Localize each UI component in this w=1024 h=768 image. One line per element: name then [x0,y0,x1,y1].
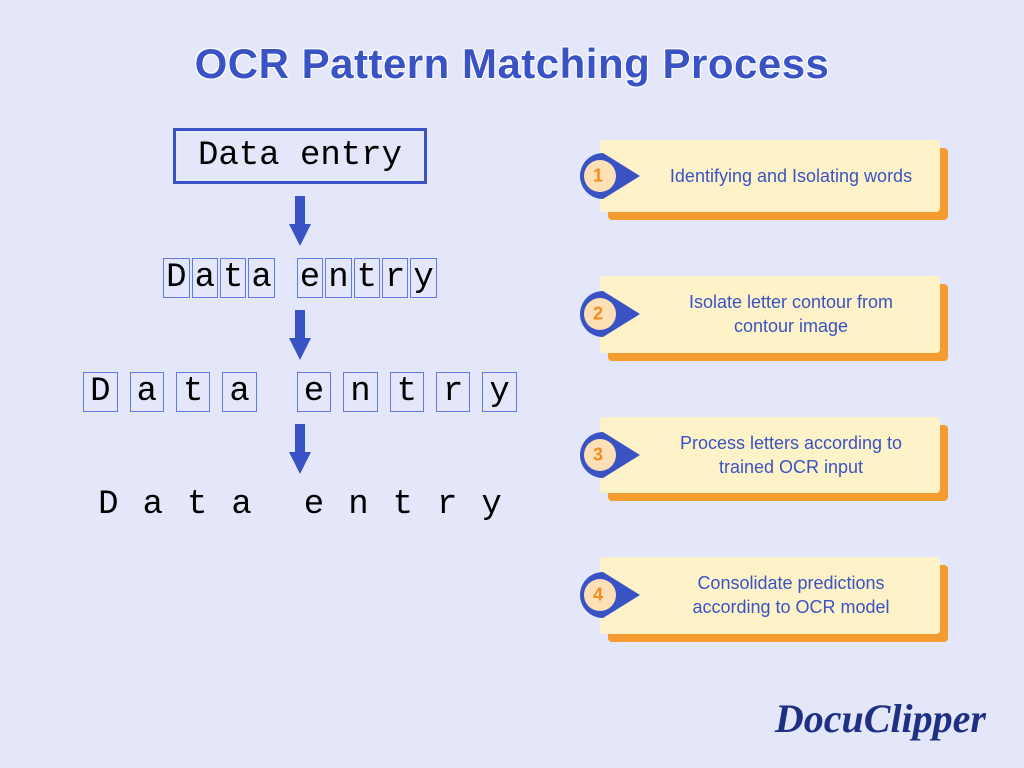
char-box: r [436,372,470,412]
step-1: 1 Identifying and Isolating words [600,140,940,212]
steps-column: 1 Identifying and Isolating words 2 Isol… [600,128,1004,634]
step-badge-4: 4 [578,570,644,620]
char-box: t [220,258,246,298]
char-plain: y [469,486,513,524]
char-plain: a [219,486,263,524]
char-box: y [410,258,436,298]
step-label: Process letters according to trained OCR… [658,431,924,480]
char-box: y [482,372,516,412]
char-box: a [248,258,274,298]
char-box: n [343,372,377,412]
brand-logo: DocuClipper [775,695,986,742]
char-box: a [130,372,164,412]
step-number: 4 [593,585,603,606]
char-box: t [390,372,424,412]
stage-3-charboxes-loose: Dataentry [77,372,523,412]
step-card: 3 Process letters according to trained O… [600,417,940,494]
step-number: 1 [593,166,603,187]
main-layout: Data entry Dataentry Dataentry Dataentry [0,128,1024,634]
char-plain: e [292,486,336,524]
arrow-3 [289,424,311,474]
char-plain: n [336,486,380,524]
char-plain: t [381,486,425,524]
step-badge-1: 1 [578,151,644,201]
char-plain: a [131,486,175,524]
stage-2-charboxes-tight: Dataentry [162,258,438,298]
char-box: e [297,258,323,298]
arrow-1 [289,196,311,246]
char-plain: t [175,486,219,524]
char-box: t [176,372,210,412]
char-box: n [325,258,351,298]
stage-1-wordbox: Data entry [173,128,427,184]
step-2: 2 Isolate letter contour from contour im… [600,276,940,353]
char-box: t [354,258,380,298]
char-box: e [297,372,331,412]
step-number: 3 [593,444,603,465]
stage-4-plain-chars: Dataentry [86,486,514,524]
char-box: a [192,258,218,298]
step-card: 2 Isolate letter contour from contour im… [600,276,940,353]
char-plain: r [425,486,469,524]
process-column: Data entry Dataentry Dataentry Dataentry [0,128,600,634]
word-box: Data entry [173,128,427,184]
char-plain: D [86,486,130,524]
step-label: Isolate letter contour from contour imag… [658,290,924,339]
step-label: Identifying and Isolating words [670,164,912,188]
step-badge-2: 2 [578,289,644,339]
step-4: 4 Consolidate predictions according to O… [600,557,940,634]
step-card: 1 Identifying and Isolating words [600,140,940,212]
arrow-2 [289,310,311,360]
step-card: 4 Consolidate predictions according to O… [600,557,940,634]
step-3: 3 Process letters according to trained O… [600,417,940,494]
step-label: Consolidate predictions according to OCR… [658,571,924,620]
step-badge-3: 3 [578,430,644,480]
char-box: r [382,258,408,298]
step-number: 2 [593,304,603,325]
char-box: a [222,372,256,412]
char-box: D [163,258,189,298]
page-title: OCR Pattern Matching Process [0,0,1024,88]
char-box: D [83,372,117,412]
